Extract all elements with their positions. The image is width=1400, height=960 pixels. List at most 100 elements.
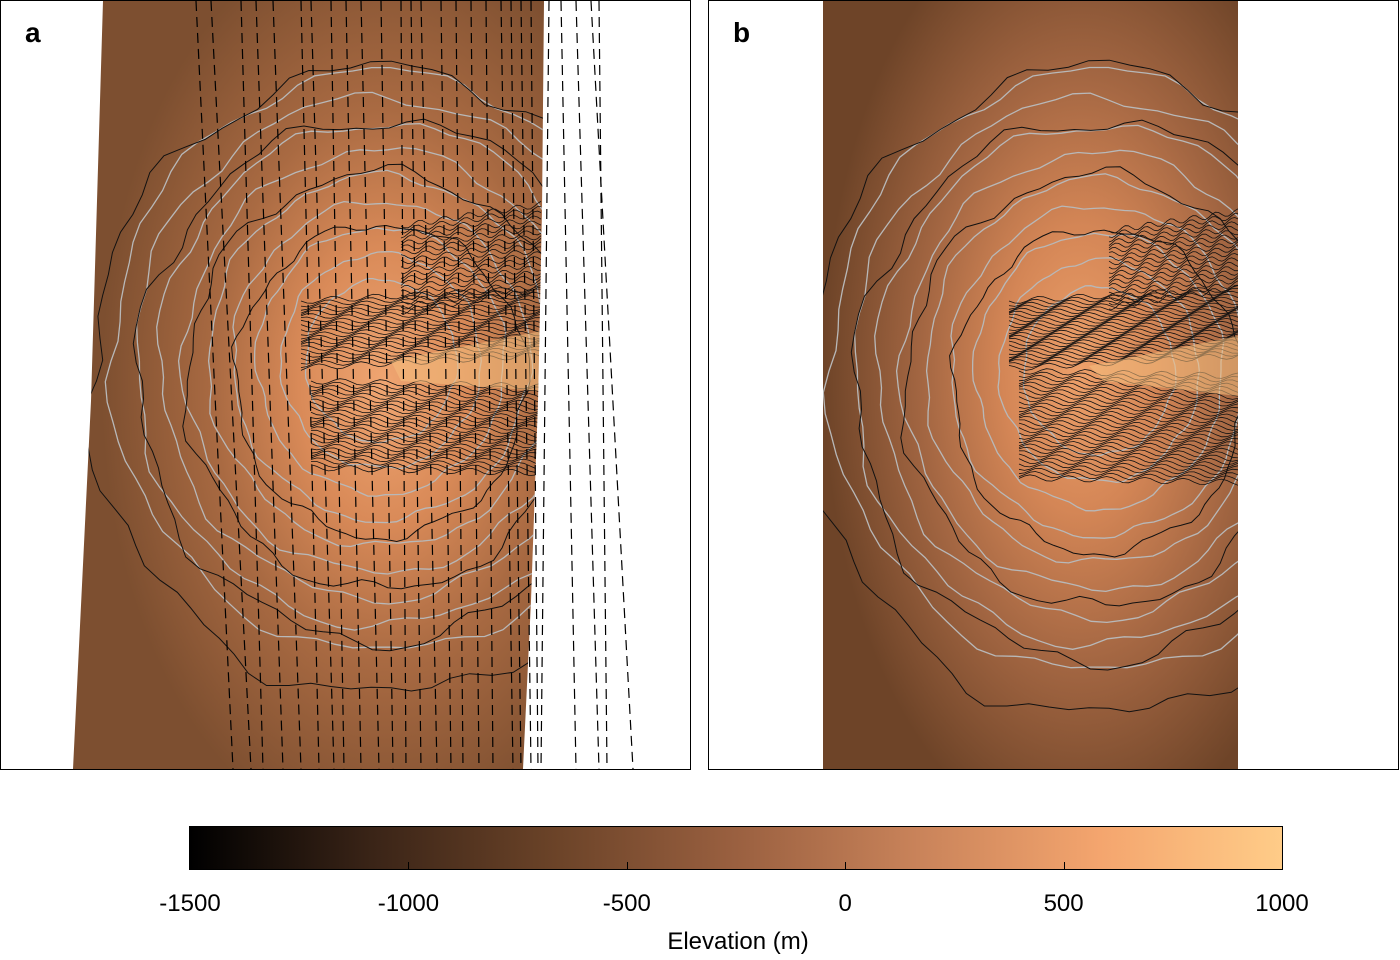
dense-contour-line	[311, 429, 542, 442]
dense-contour-line	[400, 206, 542, 234]
dense-contour-line	[1108, 212, 1238, 238]
dense-contour-line	[1108, 261, 1238, 285]
ground-track-line	[300, 1, 320, 769]
dense-contour-line	[1108, 221, 1238, 246]
dense-contour-line	[1108, 274, 1238, 297]
ground-track-line	[255, 1, 284, 769]
ground-track-line	[540, 1, 550, 769]
elevation-map-b	[823, 1, 1238, 769]
ground-track-line	[530, 1, 539, 769]
colorbar-title: Elevation (m)	[667, 928, 809, 955]
dense-contour-line	[1018, 446, 1238, 459]
dense-contour-line	[400, 241, 542, 269]
ground-track-line	[440, 1, 452, 769]
dense-contour-line	[1018, 415, 1238, 428]
dense-contour-line	[400, 256, 542, 283]
dense-contour-line	[1008, 315, 1238, 334]
dense-contour-line	[1018, 467, 1238, 479]
contour-line-black	[949, 229, 1238, 558]
dense-contour-line	[310, 433, 542, 445]
colorbar-tick-mark	[845, 862, 847, 870]
colorbar	[189, 826, 1283, 870]
ground-track-line	[485, 1, 494, 769]
ground-track-line	[520, 1, 532, 769]
contour-line-black	[900, 166, 1238, 607]
dense-contour-line	[310, 444, 542, 456]
contour-line-gray	[177, 146, 544, 575]
ground-track-line	[420, 1, 438, 769]
dense-contour-line	[310, 398, 542, 411]
dense-contour-line	[1018, 426, 1238, 438]
dense-contour-line	[300, 330, 542, 348]
dense-contour-line	[1108, 208, 1238, 234]
dense-contour-line	[1008, 317, 1238, 337]
dense-contour-line	[1108, 280, 1238, 306]
colorbar-tick-mark	[626, 862, 628, 870]
dense-contour-line	[1018, 395, 1238, 407]
dense-contour-line	[1108, 270, 1238, 293]
contour-line-gray	[135, 91, 544, 631]
dense-contour-line	[300, 317, 541, 336]
dense-contour-line	[400, 230, 542, 255]
dense-contour-line	[300, 320, 542, 340]
dense-contour-line	[310, 450, 542, 462]
dense-contour-line	[1108, 277, 1238, 302]
dense-contour-line	[310, 416, 542, 428]
dense-contour-line	[310, 464, 542, 477]
dense-contour-line	[1108, 241, 1238, 266]
ground-track-line	[510, 1, 522, 769]
ground-track-line	[455, 1, 464, 769]
dense-contour-line	[300, 291, 542, 311]
dense-contour-line	[400, 220, 542, 246]
dense-contour-line	[1008, 288, 1238, 307]
colorbar-tick-label: 0	[838, 890, 852, 917]
dense-contour-line	[300, 285, 542, 304]
dense-contour-line	[310, 388, 542, 400]
ground-track-line	[380, 1, 394, 769]
contours-b	[823, 59, 1238, 713]
dense-contour-line	[400, 261, 542, 286]
dense-contour-line	[310, 437, 542, 449]
panel-label-b: b	[733, 17, 751, 48]
ground-track-line	[210, 1, 252, 769]
ground-track-line	[575, 1, 600, 769]
contour-line-black	[132, 118, 544, 652]
dense-contour-line	[1018, 433, 1238, 445]
dense-contour-line	[1108, 217, 1238, 243]
dense-contour-line	[1019, 388, 1238, 400]
dense-contour-line	[1018, 436, 1238, 448]
dense-contour-line	[400, 238, 542, 265]
dense-contour-line	[1008, 307, 1238, 326]
colorbar-tick-label: -1500	[159, 890, 221, 917]
contour-line-gray	[823, 66, 1238, 669]
dense-contour-line	[1018, 443, 1238, 455]
dense-contour-line	[1008, 320, 1238, 338]
dense-contour-line	[1008, 296, 1238, 314]
dense-contour-line	[1008, 336, 1238, 356]
ground-track-line	[410, 1, 422, 769]
dense-contour-line	[300, 323, 542, 343]
dense-contour-line	[300, 313, 542, 333]
dense-contour-line	[400, 235, 542, 260]
contour-line-black	[850, 119, 1238, 671]
dense-contour-line	[1018, 430, 1238, 441]
dense-contour-line	[1018, 461, 1238, 472]
dense-contour-line	[310, 409, 542, 421]
dense-contour-line	[300, 298, 542, 316]
dense-contour-line	[310, 395, 542, 407]
dense-contour-line	[1108, 234, 1238, 257]
dense-contour-line	[1018, 409, 1238, 420]
dense-contour-line	[310, 440, 542, 452]
colorbar-tick-label: -500	[602, 890, 651, 917]
dense-contour-line	[1008, 312, 1238, 332]
dense-contour-line	[1008, 326, 1238, 344]
dense-contour-line	[1018, 457, 1238, 469]
dense-contour-line	[400, 270, 542, 295]
dense-contour-line	[1008, 331, 1238, 350]
dense-contour-line	[1018, 450, 1238, 462]
dense-contour-line	[300, 308, 542, 326]
dense-contour-line	[400, 215, 542, 243]
dense-contour-line	[1108, 284, 1238, 310]
ground-track-line	[560, 1, 577, 769]
ground-track-line	[590, 1, 634, 769]
